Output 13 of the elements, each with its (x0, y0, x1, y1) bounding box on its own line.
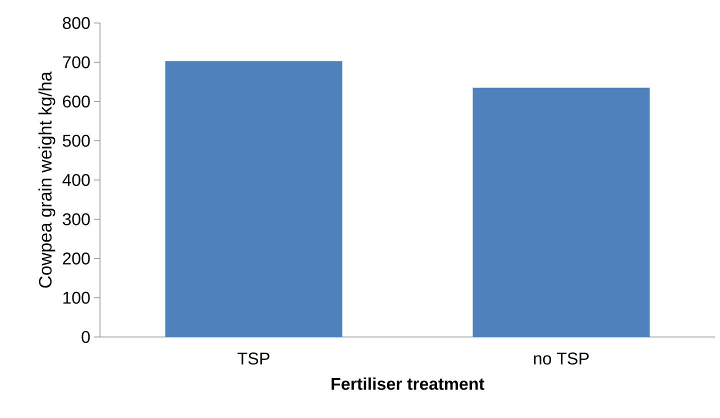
y-axis-title: Cowpea grain weight kg/ha (38, 71, 56, 288)
y-tick-label: 200 (62, 252, 90, 265)
x-tick-label: TSP (238, 352, 270, 365)
y-tick-label: 400 (62, 174, 90, 186)
x-axis-title: Fertiliser treatment (332, 377, 484, 390)
y-tick-label: 300 (62, 213, 90, 226)
y-tick-label: 500 (62, 134, 90, 147)
x-tick-label: no TSP (534, 352, 589, 365)
y-tick-label: 100 (63, 292, 90, 304)
y-tick-label: 800 (62, 16, 90, 30)
y-tick-label: 700 (62, 56, 90, 68)
y-tick-label: 600 (62, 95, 90, 108)
y-tick-label: 0 (82, 330, 90, 344)
